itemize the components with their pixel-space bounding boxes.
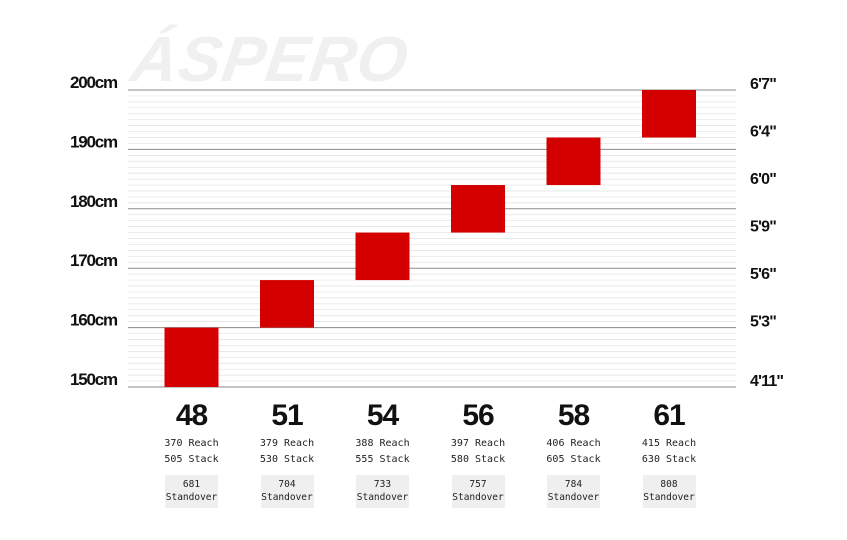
standover-box: 808 Standover bbox=[642, 475, 696, 508]
standover-value: 733 bbox=[373, 479, 392, 490]
stack-value: 580 Stack bbox=[450, 454, 506, 465]
left-axis-label: 170cm bbox=[70, 251, 118, 270]
standover-box: 681 Standover bbox=[165, 475, 218, 508]
standover-box: 733 Standover bbox=[356, 475, 409, 508]
right-axis-labels: 4'11" 5'3" 5'6" 5'9" 6'0" 6'4" 6'7" bbox=[750, 76, 784, 390]
right-axis-label: 6'7" bbox=[750, 76, 776, 93]
reach-value: 388 Reach bbox=[355, 438, 410, 449]
standover-label: Standover bbox=[452, 491, 504, 503]
standover-label: Standover bbox=[643, 491, 695, 503]
geometry-spec-61: 415 Reach 630 Stack bbox=[614, 436, 724, 468]
standover-value: 704 bbox=[278, 479, 296, 490]
right-axis-label: 6'4" bbox=[750, 124, 776, 141]
right-axis-label: 6'0" bbox=[750, 171, 776, 188]
geometry-spec-51: 379 Reach 530 Stack bbox=[232, 436, 342, 468]
reach-value: 406 Reach bbox=[546, 438, 601, 449]
reach-value: 397 Reach bbox=[450, 438, 506, 449]
stack-value: 555 Stack bbox=[355, 454, 410, 465]
geometry-spec-56: 397 Reach 580 Stack bbox=[423, 436, 533, 468]
size-range-bars bbox=[164, 90, 696, 387]
left-axis-label: 160cm bbox=[70, 311, 118, 330]
standover-value: 808 bbox=[660, 479, 678, 490]
frame-size-label: 56 bbox=[462, 399, 494, 432]
geometry-spec-48: 370 Reach 505 Stack bbox=[137, 436, 247, 468]
standover-box: 757 Standover bbox=[451, 475, 505, 508]
geometry-spec-54: 388 Reach 555 Stack bbox=[328, 436, 438, 468]
left-axis-label: 180cm bbox=[70, 192, 118, 211]
right-axis-label: 4'11" bbox=[750, 373, 783, 390]
stack-value: 605 Stack bbox=[546, 454, 601, 465]
stack-value: 630 Stack bbox=[641, 454, 697, 465]
standover-label: Standover bbox=[547, 491, 600, 503]
geometry-spec-58: 406 Reach 605 Stack bbox=[519, 436, 629, 468]
standover-box: 784 Standover bbox=[547, 475, 600, 508]
frame-size-label: 51 bbox=[271, 399, 303, 432]
size-range-bar-48 bbox=[164, 327, 219, 387]
standover-value: 757 bbox=[469, 479, 487, 490]
left-axis-labels: 150cm 160cm 170cm 180cm 190cm 200cm bbox=[70, 73, 119, 389]
right-axis-label: 5'3" bbox=[750, 314, 776, 331]
left-axis-label: 150cm bbox=[70, 370, 118, 389]
frame-size-label: 54 bbox=[367, 399, 400, 432]
left-axis-label: 190cm bbox=[70, 132, 118, 151]
standover-box: 704 Standover bbox=[260, 475, 314, 508]
stack-value: 530 Stack bbox=[259, 454, 315, 465]
size-range-bar-56 bbox=[451, 185, 505, 233]
frame-size-labels: 48 51 54 56 58 61 bbox=[176, 399, 686, 432]
size-range-bar-51 bbox=[260, 280, 314, 328]
standover-label: Standover bbox=[261, 491, 313, 503]
reach-value: 415 Reach bbox=[641, 438, 697, 449]
frame-size-label: 58 bbox=[558, 399, 590, 432]
reach-value: 379 Reach bbox=[259, 438, 315, 449]
reach-value: 370 Reach bbox=[164, 438, 219, 449]
standover-label: Standover bbox=[165, 491, 218, 503]
right-axis-label: 5'6" bbox=[750, 266, 776, 283]
right-axis-label: 5'9" bbox=[750, 219, 776, 236]
standover-value: 681 bbox=[182, 479, 201, 490]
frame-size-label: 61 bbox=[653, 399, 685, 432]
size-range-bar-54 bbox=[355, 232, 410, 281]
size-range-bar-58 bbox=[546, 137, 601, 186]
grid-lines bbox=[128, 89, 736, 388]
frame-size-label: 48 bbox=[176, 399, 208, 432]
size-range-bar-61 bbox=[642, 90, 696, 138]
standover-label: Standover bbox=[356, 491, 409, 503]
standover-value: 784 bbox=[564, 479, 583, 490]
left-axis-label: 200cm bbox=[70, 73, 118, 92]
stack-value: 505 Stack bbox=[164, 454, 219, 465]
